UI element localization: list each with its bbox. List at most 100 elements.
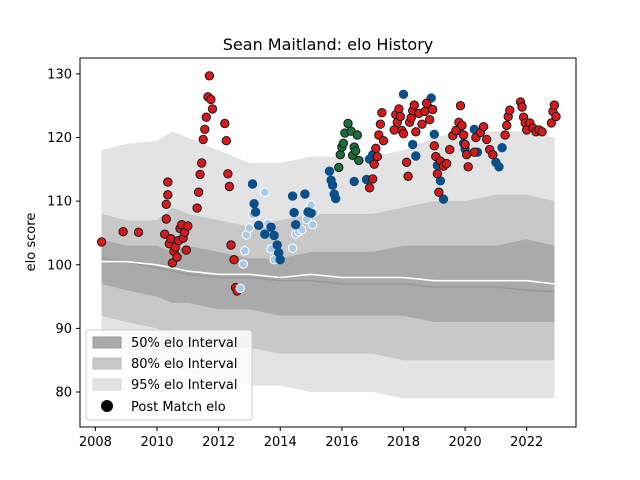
data-point [451,125,461,136]
data-point [403,171,413,182]
data-point [193,187,204,197]
data-point [428,104,438,115]
data-point [181,245,192,255]
data-point [260,229,270,239]
data-point [546,118,557,128]
x-axis-ticks: 2008 2010 2012 2014 2016 2018 2020 2022 [79,427,543,450]
data-point [458,130,469,140]
data-point [240,246,250,256]
data-point [272,240,282,250]
data-point [425,115,435,125]
data-point [500,130,510,140]
legend-frame [85,329,253,421]
data-point [166,234,176,244]
legend-label-post-match: Post Match elo [131,400,226,415]
data-point [192,203,202,213]
data-point [197,158,207,168]
data-point [307,220,318,230]
data-point [235,283,245,293]
data-points [96,71,561,296]
data-point [324,166,335,176]
data-point [163,190,173,200]
data-point [220,118,230,129]
x-tick-label: 2012 [202,435,235,450]
data-point [260,187,270,197]
data-point [206,94,216,105]
data-point [505,105,515,115]
data-point [411,127,421,137]
data-point [133,227,144,238]
data-point [421,98,432,108]
data-point [351,146,361,156]
data-point [96,237,107,247]
legend-swatch-50 [92,336,122,349]
data-point [269,230,279,241]
data-point [401,157,412,168]
data-point [226,240,236,250]
y-tick-label: 110 [47,195,72,210]
data-point [335,150,345,160]
data-point [494,162,504,172]
data-point [469,147,479,157]
data-point [224,181,235,192]
y-tick-label: 130 [47,67,72,82]
y-tick-label: 90 [55,322,72,337]
data-point [198,134,208,145]
data-point [502,120,512,131]
data-point [195,169,205,180]
data-point [172,252,182,262]
data-point [395,111,406,122]
data-point [371,143,381,154]
data-point [354,155,364,166]
x-tick-label: 2008 [79,435,112,450]
y-tick-label: 80 [55,386,72,401]
data-point [432,169,443,179]
data-point [287,243,298,253]
data-point [434,187,444,197]
data-point [417,119,427,129]
data-point [349,176,359,187]
data-point [455,101,466,111]
data-point [377,108,387,118]
data-point [334,162,344,173]
data-point [438,194,449,204]
data-point [352,130,362,140]
band-50 [101,239,555,322]
data-point [204,71,215,81]
data-point [338,138,349,149]
data-point [244,223,255,233]
data-point [254,220,264,231]
x-tick-label: 2010 [140,435,173,450]
legend-swatch-95 [92,378,122,391]
median-line [101,257,555,293]
legend-marker-post-match [101,400,113,412]
data-point [160,229,170,239]
data-point [537,127,547,137]
data-point [247,179,258,189]
data-point [327,180,338,190]
data-point [372,151,382,162]
data-point [398,89,409,100]
data-point [306,208,316,218]
legend-label-80: 80% elo Interval [131,357,238,372]
legend: 50% elo Interval 80% elo Interval 95% el… [85,329,253,421]
data-point [221,136,232,146]
data-point [463,162,473,172]
data-point [409,100,419,110]
data-point [163,177,173,187]
data-point [411,151,421,161]
y-tick-label: 120 [47,131,72,146]
data-point [183,221,193,231]
data-point [549,100,560,110]
data-point [275,255,285,265]
x-tick-label: 2020 [449,435,482,450]
data-point [482,134,492,145]
data-point [331,193,341,204]
x-tick-label: 2016 [325,435,358,450]
x-tick-label: 2018 [387,435,420,450]
data-point [201,112,212,122]
data-point [207,104,218,114]
data-point [364,183,375,193]
data-point [297,225,307,235]
mean-line [101,260,555,285]
